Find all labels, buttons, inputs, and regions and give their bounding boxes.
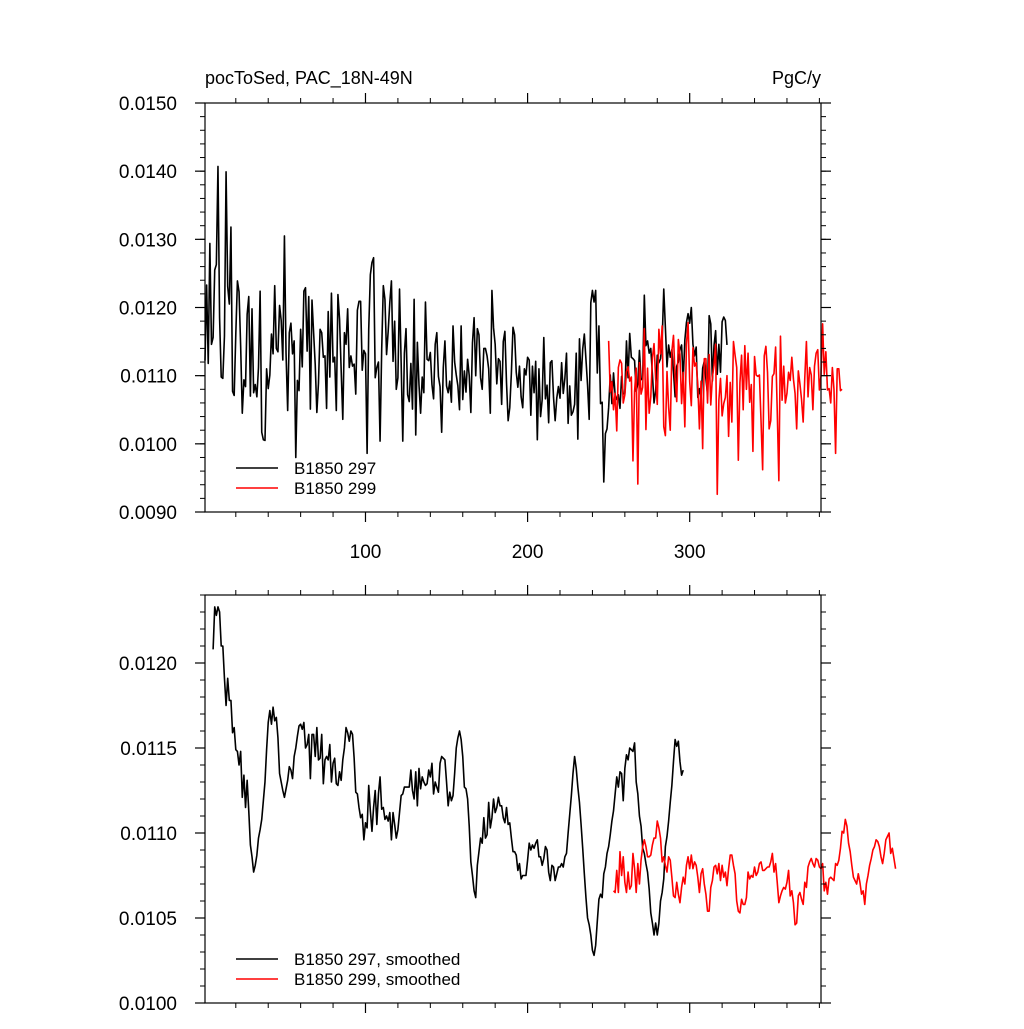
top-panel: 100 200 300 0.0090 0.0100 0.0110 0.0120 0.0130 0…: [119, 68, 843, 563]
units-label: PgC/y: [772, 68, 821, 88]
y-tick-label: 0.0115: [120, 739, 177, 760]
y-tick-label: 0.0090: [119, 503, 177, 524]
bottom-panel: 0.0100 0.0105 0.0110 0.0115 0.0120 B1850 297,…: [119, 585, 897, 1015]
x-tick-label: 200: [512, 542, 544, 563]
y-tick-label: 0.0100: [119, 994, 177, 1015]
y-tick-label: 0.0130: [119, 230, 177, 251]
chart-title: pocToSed, PAC_18N-49N: [205, 68, 413, 89]
x-tick-label: 300: [674, 542, 706, 563]
y-tick-label: 0.0140: [119, 162, 177, 183]
series-line-1: [204, 165, 728, 483]
y-tick-label: 0.0110: [120, 824, 177, 845]
x-tick-label: 100: [350, 542, 382, 563]
series-line-1: [212, 606, 684, 957]
y-tick-label: 0.0110: [120, 367, 177, 388]
legend-label-1: B1850 297: [294, 459, 376, 478]
y-tick-label: 0.0150: [119, 94, 177, 115]
series-line-2: [612, 818, 897, 926]
y-tick-label: 0.0100: [119, 435, 177, 456]
plot-frame: [204, 102, 822, 513]
y-tick-label: 0.0120: [119, 299, 177, 320]
legend-label-1: B1850 297, smoothed: [294, 950, 460, 969]
legend-label-2: B1850 299: [294, 479, 376, 498]
y-tick-label: 0.0105: [119, 909, 177, 930]
legend-label-2: B1850 299, smoothed: [294, 970, 460, 989]
y-tick-label: 0.0120: [119, 654, 177, 675]
plot-frame: [204, 594, 822, 1004]
series-line-2: [607, 321, 843, 496]
